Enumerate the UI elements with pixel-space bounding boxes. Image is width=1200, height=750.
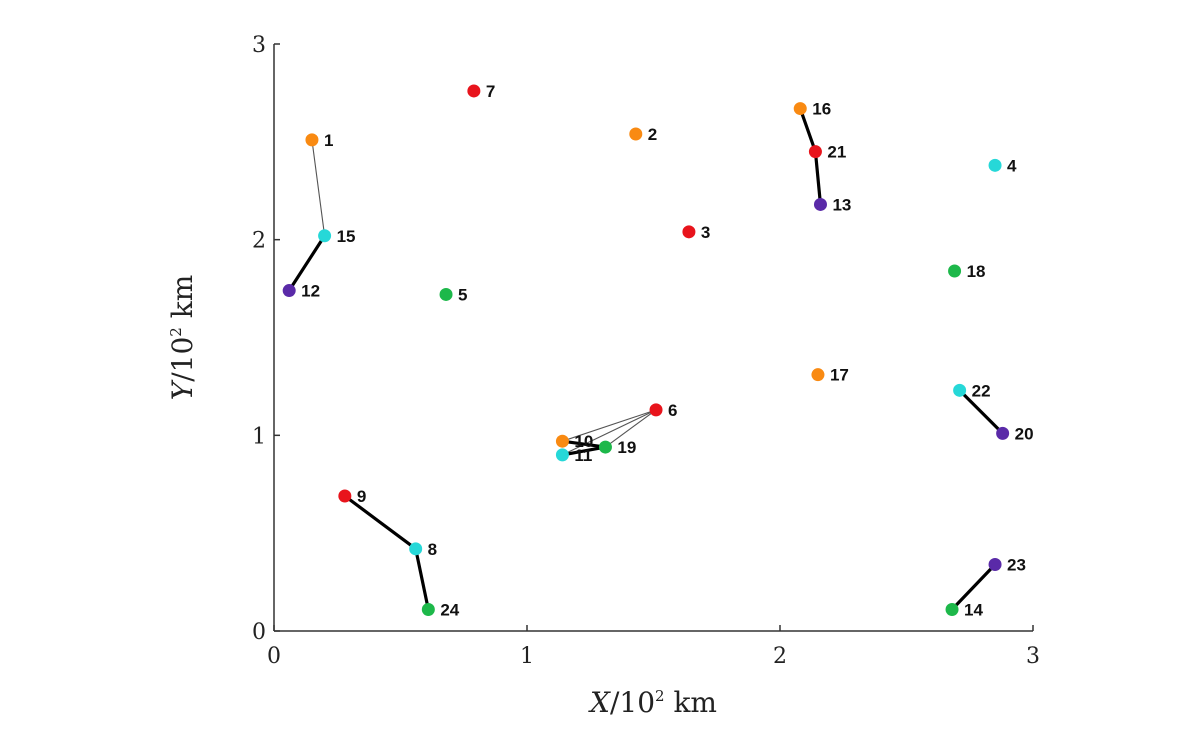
point-13 (813, 197, 827, 211)
point-11 (555, 448, 569, 462)
point-16 (793, 102, 807, 116)
point-22 (953, 383, 967, 397)
point-label-11: 11 (574, 446, 592, 465)
point-label-24: 24 (440, 600, 459, 619)
link-1-15 (311, 139, 326, 237)
point-label-4: 4 (1007, 156, 1017, 175)
link-9-8 (343, 494, 418, 551)
point-label-19: 19 (617, 438, 636, 457)
x-axis-title: X/102 km (588, 686, 717, 719)
link-8-24 (414, 547, 430, 612)
point-label-7: 7 (486, 82, 495, 101)
point-label-18: 18 (967, 262, 986, 281)
point-label-5: 5 (458, 285, 467, 304)
x-tick-label: 3 (1026, 644, 1040, 669)
point-9 (338, 489, 352, 503)
x-tick-label: 2 (773, 644, 787, 669)
point-label-1: 1 (324, 131, 333, 150)
point-label-15: 15 (337, 227, 356, 246)
point-24 (421, 602, 435, 616)
point-17 (811, 368, 825, 382)
point-label-6: 6 (668, 401, 677, 420)
axes (273, 44, 1033, 632)
point-8 (409, 542, 423, 556)
point-2 (629, 127, 643, 141)
point-18 (948, 264, 962, 278)
point-label-3: 3 (701, 223, 710, 242)
point-7 (467, 84, 481, 98)
point-label-20: 20 (1015, 424, 1034, 443)
point-21 (808, 145, 822, 159)
link-6-19 (604, 409, 657, 448)
link-10-19 (560, 439, 608, 449)
point-label-23: 23 (1007, 555, 1026, 574)
point-label-22: 22 (972, 381, 991, 400)
link-22-20 (958, 388, 1005, 435)
y-axis-title: Y/102 km (166, 275, 199, 401)
points-layer (282, 84, 1010, 616)
point-10 (555, 434, 569, 448)
link-11-19 (560, 445, 608, 457)
point-label-9: 9 (357, 487, 366, 506)
x-tick-label: 1 (520, 644, 534, 669)
links-layer (287, 106, 1005, 612)
point-15 (318, 229, 332, 243)
point-3 (682, 225, 696, 239)
point-5 (439, 287, 453, 301)
point-14 (945, 602, 959, 616)
point-label-14: 14 (964, 600, 983, 619)
point-23 (988, 557, 1002, 571)
link-16-21 (798, 106, 818, 154)
y-tick-label: 3 (252, 33, 266, 58)
point-20 (996, 426, 1010, 440)
point-label-10: 10 (574, 432, 593, 451)
point-6 (649, 403, 663, 417)
point-label-21: 21 (827, 143, 846, 162)
link-14-23 (950, 562, 997, 612)
point-1 (305, 133, 319, 147)
link-6-11 (561, 409, 657, 456)
y-tick-label: 1 (252, 424, 266, 449)
y-tick-label: 0 (252, 620, 266, 645)
point-label-17: 17 (830, 366, 849, 385)
point-label-2: 2 (648, 125, 657, 144)
point-4 (988, 158, 1002, 172)
point-12 (282, 284, 296, 298)
y-tick-label: 2 (252, 229, 266, 254)
point-19 (598, 440, 612, 454)
point-label-16: 16 (812, 100, 831, 119)
link-6-10 (561, 409, 657, 442)
link-21-13 (813, 150, 823, 207)
point-label-8: 8 (428, 540, 437, 559)
point-label-12: 12 (301, 282, 320, 301)
x-tick-label: 0 (267, 644, 281, 669)
point-label-13: 13 (832, 195, 851, 214)
link-15-12 (287, 234, 327, 293)
